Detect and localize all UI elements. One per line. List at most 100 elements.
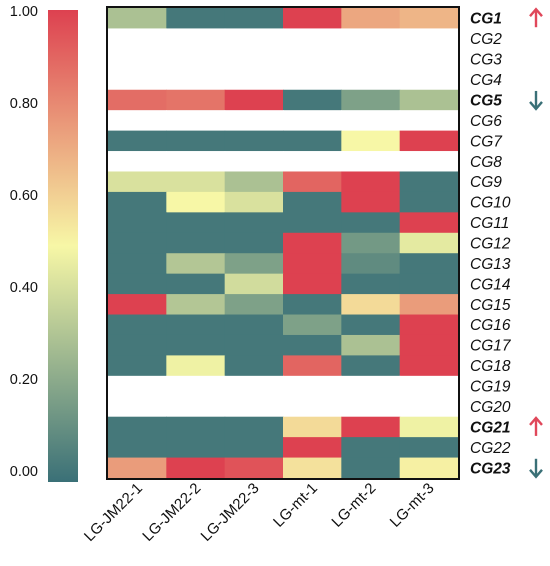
heatmap-cell [166, 110, 226, 132]
heatmap-cell [283, 294, 342, 316]
heatmap-cell [283, 212, 342, 234]
row-label: CG11 [470, 215, 509, 232]
heatmap-cell [166, 8, 226, 30]
heatmap-cell [166, 294, 226, 316]
heatmap-cell [166, 375, 226, 397]
heatmap-cell [341, 28, 401, 50]
heatmap-cell [224, 457, 284, 479]
heatmap-cell [108, 69, 167, 91]
heatmap-cell [399, 212, 459, 234]
row-label: CG23 [470, 460, 511, 477]
heatmap-cell [224, 89, 284, 111]
heatmap-cell [399, 48, 459, 70]
heatmap-cell [399, 191, 459, 213]
heatmap-cell [341, 8, 401, 30]
heatmap-cell [283, 232, 342, 254]
heatmap-cell [399, 8, 459, 30]
heatmap-cell [166, 416, 226, 438]
heatmap-cell [224, 28, 284, 50]
heatmap-cell [399, 69, 459, 91]
heatmap-cell [108, 273, 167, 295]
heatmap-cell [341, 355, 401, 377]
heatmap-cell [283, 314, 342, 336]
row-label: CG12 [470, 236, 511, 253]
row-label: CG22 [470, 440, 511, 457]
heatmap-cell [341, 457, 401, 479]
heatmap-cell [224, 151, 284, 173]
heatmap-cell [166, 232, 226, 254]
column-label: LG-mt-2 [328, 480, 379, 531]
heatmap-cell [108, 253, 167, 275]
heatmap-cell [166, 28, 226, 50]
colorbar: 1.00 0.80 0.60 0.40 0.20 0.00 [10, 4, 78, 482]
heatmap-cell [341, 171, 401, 193]
heatmap-cell [166, 273, 226, 295]
heatmap-cell [283, 48, 342, 70]
heatmap-cell [341, 69, 401, 91]
row-label: CG21 [470, 419, 511, 436]
heatmap-cell [283, 89, 342, 111]
column-label: LG-JM22-3 [198, 480, 263, 545]
heatmap-cell [341, 110, 401, 132]
heatmap-cell [399, 232, 459, 254]
heatmap-cell [399, 437, 459, 459]
heatmap-cell [399, 253, 459, 275]
heatmap-cell [224, 110, 284, 132]
heatmap-cell [224, 437, 284, 459]
heatmap-cell [224, 355, 284, 377]
heatmap-cell [399, 110, 459, 132]
row-label: CG1 [470, 11, 502, 28]
heatmap-cell [224, 294, 284, 316]
heatmap-cell [166, 253, 226, 275]
heatmap-cell [399, 375, 459, 397]
heatmap-cell [166, 212, 226, 234]
heatmap-cell [283, 171, 342, 193]
heatmap-cell [108, 457, 167, 479]
arrow-up-icon [529, 7, 543, 28]
row-label: CG15 [470, 297, 511, 314]
heatmap-cells [108, 8, 459, 479]
row-label: CG5 [470, 92, 502, 109]
heatmap-cell [108, 110, 167, 132]
heatmap-cell [341, 151, 401, 173]
column-label: LG-JM22-1 [81, 480, 146, 545]
heatmap-cell [283, 457, 342, 479]
heatmap-cell [341, 375, 401, 397]
heatmap-cell [108, 48, 167, 70]
heatmap-cell [166, 171, 226, 193]
heatmap-cell [224, 212, 284, 234]
colorbar-tick-label: 0.20 [10, 372, 38, 388]
heatmap-cell [224, 171, 284, 193]
heatmap-cell [108, 232, 167, 254]
heatmap-cell [341, 334, 401, 356]
row-label: CG3 [470, 52, 502, 69]
row-label: CG17 [470, 338, 512, 355]
heatmap-cell [224, 69, 284, 91]
heatmap-cell [399, 294, 459, 316]
heatmap-cell [166, 191, 226, 213]
heatmap-cell [283, 273, 342, 295]
heatmap-cell [166, 130, 226, 152]
heatmap-cell [341, 48, 401, 70]
row-label: CG6 [470, 113, 502, 130]
heatmap-cell [166, 69, 226, 91]
column-label: LG-JM22-2 [139, 480, 204, 545]
heatmap-cell [224, 253, 284, 275]
heatmap-cell [341, 273, 401, 295]
row-label: CG19 [470, 379, 511, 396]
heatmap-cell [108, 28, 167, 50]
heatmap-cell [108, 437, 167, 459]
heatmap-cell [341, 191, 401, 213]
heatmap-cell [341, 416, 401, 438]
heatmap-cell [166, 48, 226, 70]
heatmap-cell [166, 437, 226, 459]
heatmap-cell [108, 212, 167, 234]
heatmap-cell [108, 314, 167, 336]
row-label: CG16 [470, 317, 511, 334]
heatmap-cell [224, 130, 284, 152]
colorbar-tick-label: 0.60 [10, 188, 38, 204]
row-label: CG9 [470, 174, 502, 191]
row-label: CG14 [470, 276, 511, 293]
heatmap-cell [399, 334, 459, 356]
heatmap-cell [224, 416, 284, 438]
